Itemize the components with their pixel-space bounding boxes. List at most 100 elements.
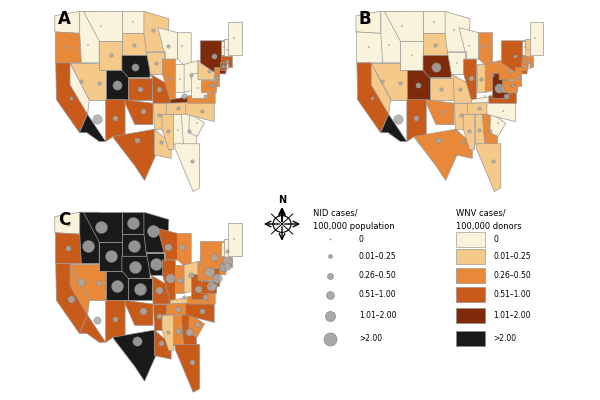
- Point: [511, 53, 520, 60]
- Point: [430, 19, 439, 26]
- Polygon shape: [430, 78, 454, 100]
- Point: [128, 220, 138, 226]
- Polygon shape: [56, 264, 88, 334]
- Polygon shape: [163, 59, 175, 100]
- Polygon shape: [530, 22, 543, 55]
- Polygon shape: [188, 293, 215, 304]
- Point: [94, 280, 104, 287]
- Point: [173, 105, 183, 112]
- Polygon shape: [144, 11, 169, 52]
- Polygon shape: [83, 212, 122, 242]
- Polygon shape: [191, 73, 207, 98]
- Point: [97, 224, 106, 230]
- Polygon shape: [455, 129, 472, 158]
- Point: [464, 43, 474, 49]
- Point: [76, 78, 86, 84]
- Polygon shape: [188, 92, 215, 103]
- Point: [223, 258, 232, 265]
- Point: [456, 112, 466, 118]
- Polygon shape: [380, 114, 407, 142]
- FancyBboxPatch shape: [457, 287, 485, 302]
- Point: [83, 42, 93, 48]
- Point: [219, 245, 229, 251]
- Point: [458, 139, 467, 146]
- Point: [177, 244, 187, 250]
- Point: [395, 80, 405, 86]
- Point: [524, 58, 533, 64]
- Point: [505, 68, 515, 74]
- Point: [206, 282, 215, 289]
- Point: [200, 93, 209, 99]
- Polygon shape: [224, 239, 229, 258]
- Polygon shape: [125, 100, 153, 125]
- Polygon shape: [522, 56, 533, 66]
- Polygon shape: [70, 63, 89, 114]
- Polygon shape: [175, 265, 184, 293]
- Point: [149, 228, 158, 234]
- Point: [179, 93, 188, 99]
- Point: [66, 296, 76, 302]
- Polygon shape: [226, 264, 229, 269]
- Polygon shape: [220, 62, 226, 70]
- Polygon shape: [527, 63, 530, 68]
- Point: [487, 72, 497, 78]
- Polygon shape: [356, 32, 383, 63]
- Point: [175, 276, 185, 283]
- Point: [135, 286, 145, 292]
- Point: [110, 316, 120, 322]
- Point: [132, 137, 142, 143]
- Point: [186, 272, 196, 278]
- Polygon shape: [55, 32, 82, 63]
- Point: [507, 82, 517, 88]
- Polygon shape: [122, 11, 144, 34]
- Polygon shape: [451, 74, 472, 103]
- Polygon shape: [407, 70, 430, 100]
- Point: [407, 52, 416, 59]
- Point: [229, 236, 239, 242]
- Polygon shape: [162, 114, 173, 150]
- Polygon shape: [99, 41, 122, 70]
- FancyBboxPatch shape: [457, 232, 485, 247]
- Text: 0: 0: [494, 235, 499, 244]
- Point: [63, 245, 73, 251]
- Point: [130, 264, 140, 270]
- Point: [206, 82, 215, 88]
- Polygon shape: [178, 33, 191, 65]
- Point: [439, 108, 449, 114]
- Polygon shape: [146, 52, 164, 74]
- Polygon shape: [423, 56, 451, 78]
- Point: [506, 82, 515, 89]
- Point: [523, 47, 533, 54]
- Polygon shape: [221, 242, 227, 256]
- Polygon shape: [221, 257, 232, 267]
- Point: [223, 263, 232, 269]
- Point: [76, 279, 86, 285]
- Point: [455, 86, 465, 92]
- Point: [192, 321, 202, 327]
- Polygon shape: [175, 64, 184, 92]
- Point: [106, 52, 115, 59]
- Polygon shape: [479, 33, 493, 65]
- Polygon shape: [150, 74, 170, 103]
- Polygon shape: [400, 41, 423, 70]
- Text: A: A: [58, 10, 71, 28]
- Polygon shape: [122, 56, 150, 78]
- Polygon shape: [525, 38, 530, 58]
- Polygon shape: [106, 300, 125, 342]
- Polygon shape: [184, 61, 198, 92]
- Polygon shape: [214, 268, 220, 286]
- Point: [200, 294, 209, 300]
- Polygon shape: [188, 113, 205, 136]
- Polygon shape: [200, 41, 226, 74]
- Text: 0.26–0.50: 0.26–0.50: [359, 271, 397, 280]
- Point: [212, 74, 222, 80]
- Polygon shape: [55, 233, 82, 264]
- Polygon shape: [198, 262, 217, 280]
- Polygon shape: [493, 73, 508, 98]
- Polygon shape: [166, 303, 194, 315]
- Polygon shape: [182, 314, 196, 349]
- Point: [501, 93, 511, 99]
- Point: [179, 294, 188, 300]
- Polygon shape: [472, 96, 494, 103]
- Polygon shape: [201, 80, 216, 92]
